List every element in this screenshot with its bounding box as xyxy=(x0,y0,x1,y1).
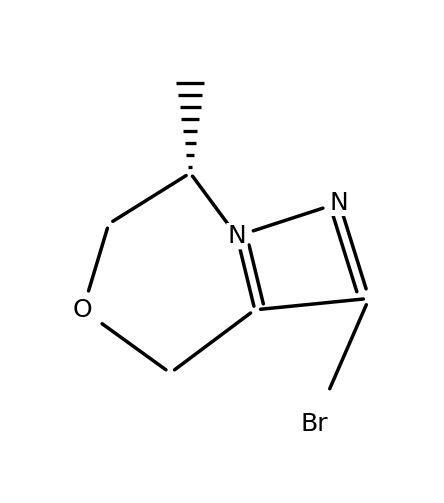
Text: N: N xyxy=(330,191,349,215)
Text: O: O xyxy=(73,298,93,322)
Text: Br: Br xyxy=(301,412,328,436)
Text: N: N xyxy=(227,224,246,248)
